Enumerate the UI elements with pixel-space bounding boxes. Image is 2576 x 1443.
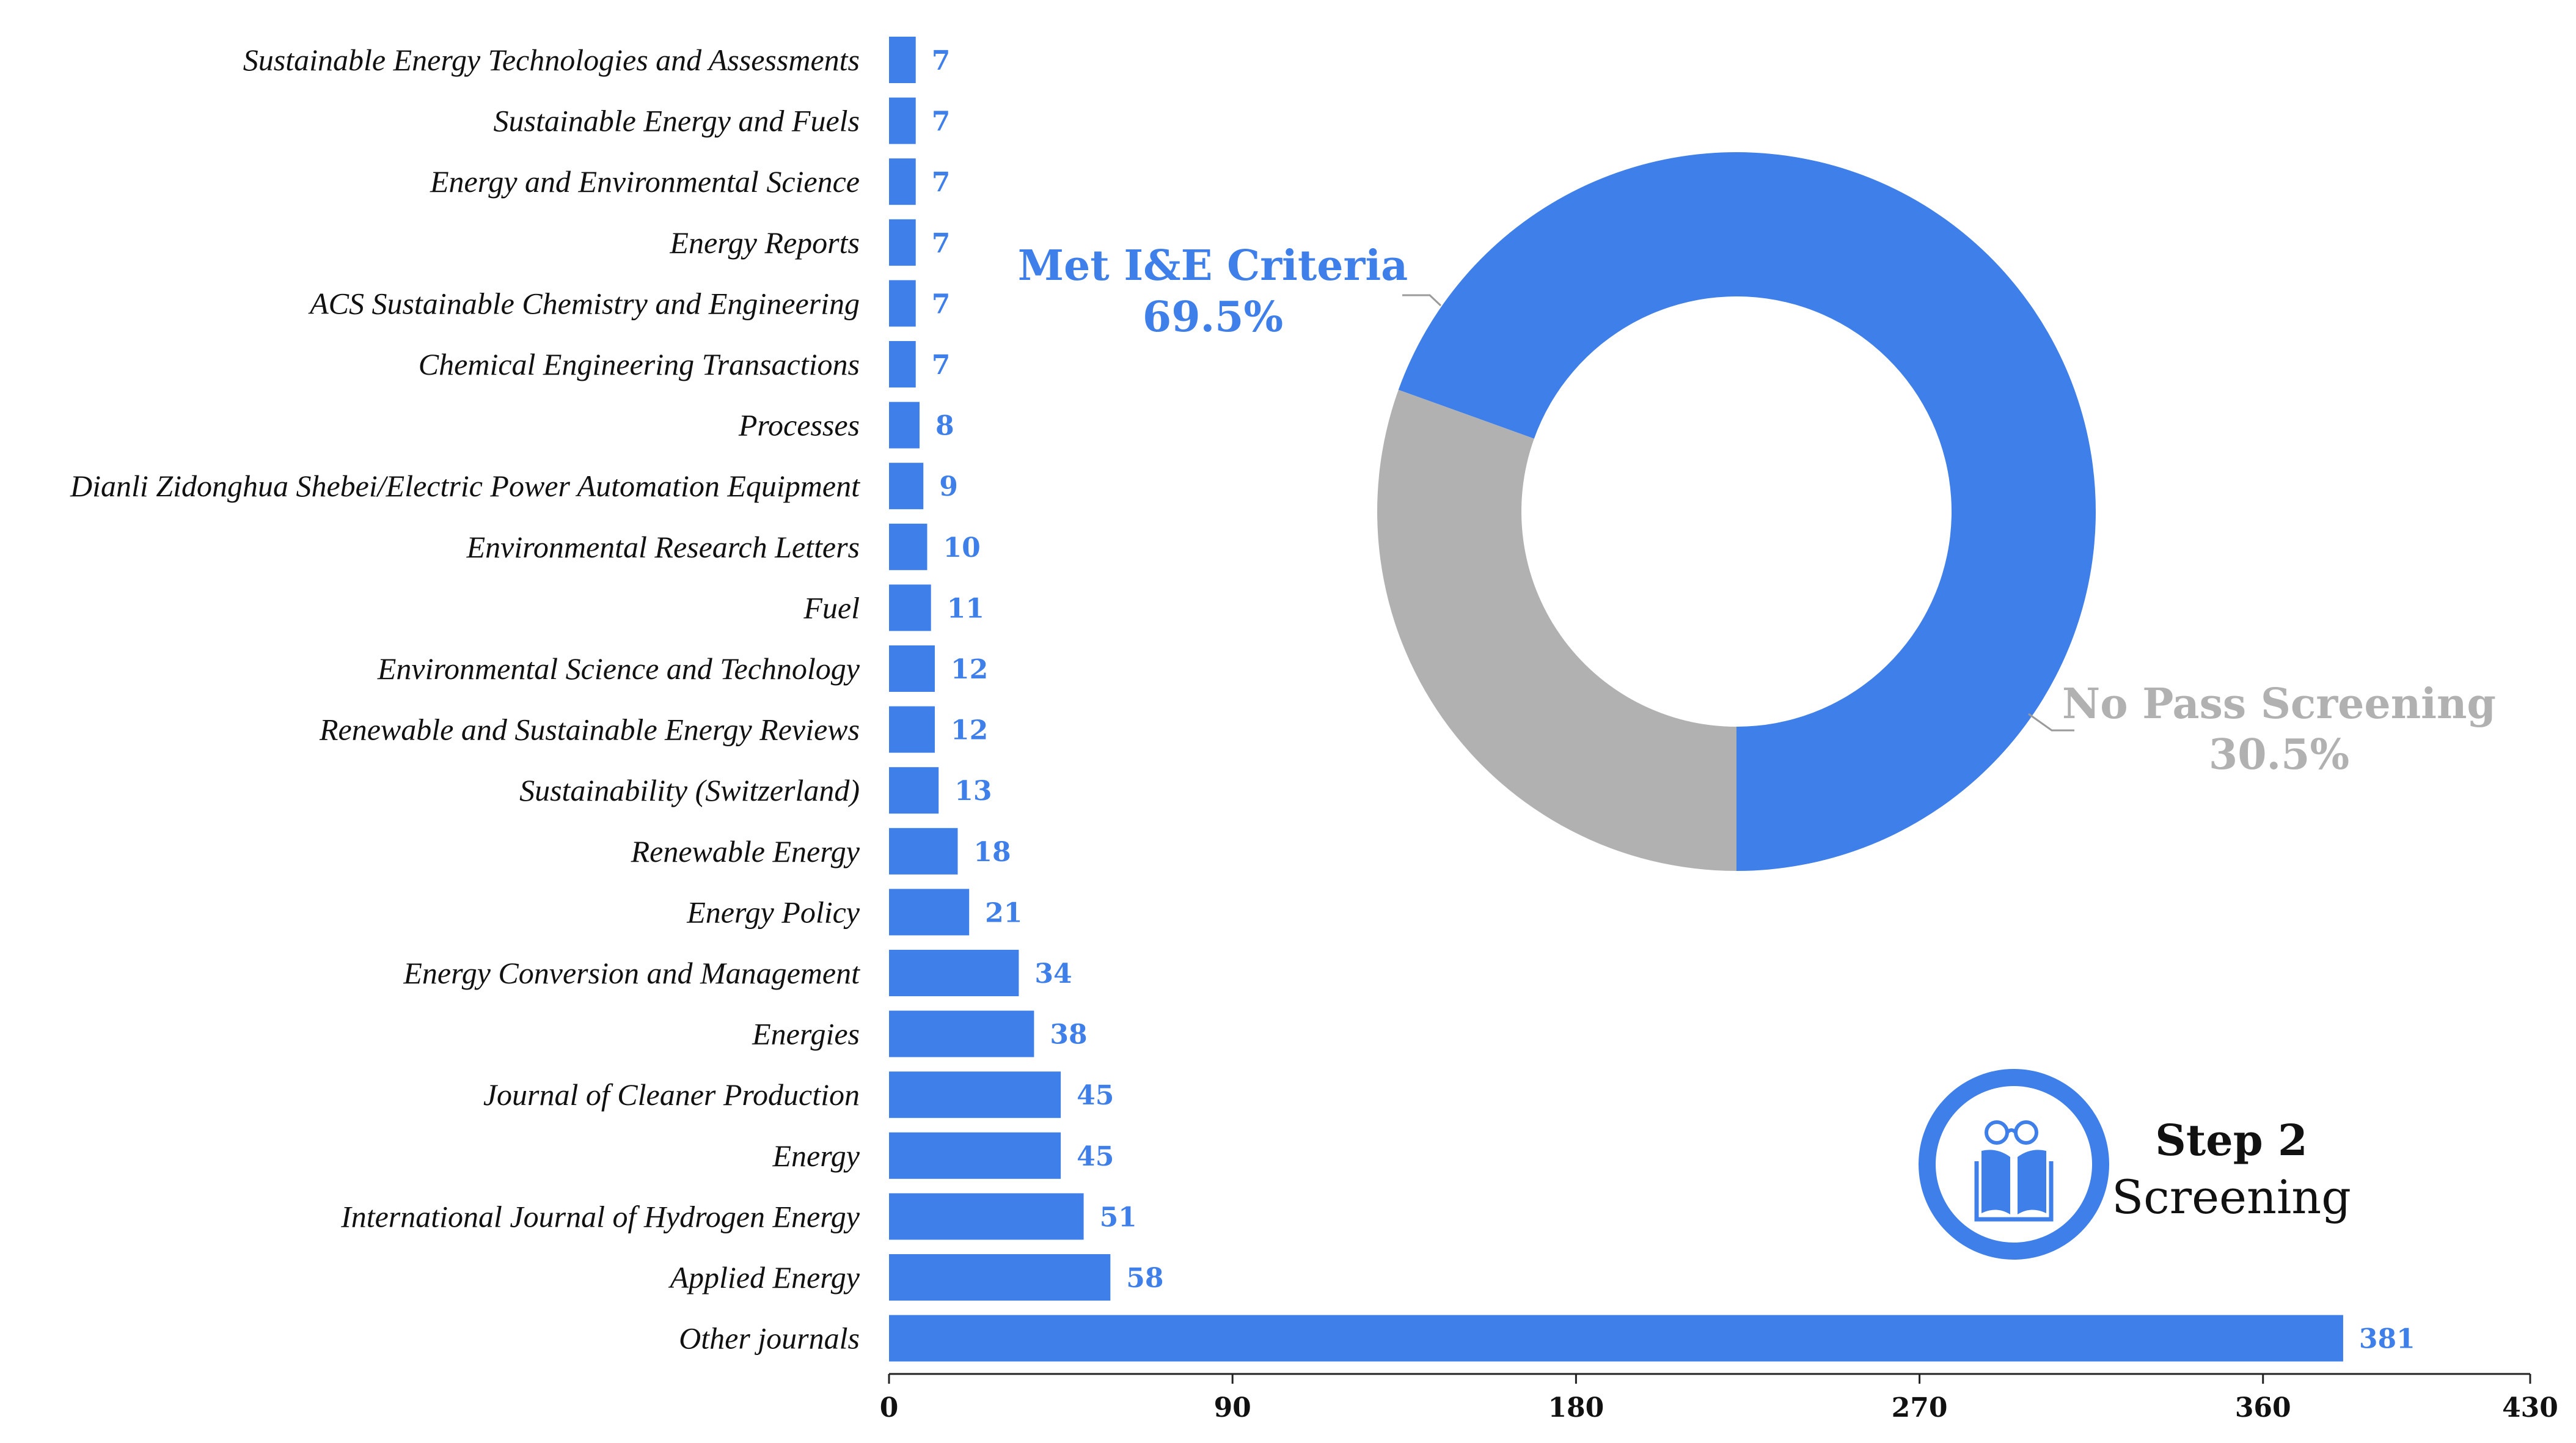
category-label: Environmental Research Letters bbox=[466, 530, 860, 564]
bar bbox=[889, 1254, 1111, 1301]
bar bbox=[889, 1315, 2343, 1362]
badge-title: Step 2 bbox=[2155, 1115, 2307, 1166]
bars bbox=[889, 37, 2343, 1362]
value-label: 18 bbox=[973, 837, 1011, 868]
category-label: Fuel bbox=[803, 590, 860, 625]
value-label: 11 bbox=[947, 593, 984, 624]
step-badge: Step 2 Screening bbox=[1919, 1069, 2351, 1260]
value-label: 45 bbox=[1077, 1141, 1114, 1172]
category-label: Renewable and Sustainable Energy Reviews bbox=[319, 713, 860, 747]
met-leader-line bbox=[1402, 294, 1442, 307]
category-label: Energy Conversion and Management bbox=[403, 956, 860, 990]
category-label: Energy and Environmental Science bbox=[430, 164, 860, 199]
value-label: 7 bbox=[932, 45, 951, 76]
nopass-leader-line bbox=[2028, 713, 2074, 732]
category-label: Energy Policy bbox=[686, 895, 860, 929]
category-label: Dianli Zidonghua Shebei/Electric Power A… bbox=[70, 469, 860, 503]
value-label: 7 bbox=[932, 288, 951, 320]
value-label: 45 bbox=[1077, 1080, 1114, 1111]
bar bbox=[889, 1132, 1061, 1179]
value-labels: 7 7 7 7 7 7 8 9 10 11 12 12 13 18 21 34 38 45 45 51 58 381 bbox=[932, 45, 2415, 1355]
bar bbox=[889, 706, 935, 753]
category-label: Renewable Energy bbox=[631, 834, 860, 868]
value-label: 10 bbox=[943, 532, 980, 564]
value-label: 12 bbox=[951, 715, 988, 746]
category-label: Applied Energy bbox=[668, 1260, 860, 1294]
category-label: Sustainability (Switzerland) bbox=[519, 773, 860, 807]
category-label: Environmental Science and Technology bbox=[377, 652, 860, 686]
bar bbox=[889, 889, 970, 936]
bar bbox=[889, 828, 958, 875]
value-label: 21 bbox=[985, 897, 1022, 928]
x-tick-label: 270 bbox=[1892, 1392, 1948, 1423]
x-tick-label: 430 bbox=[2502, 1392, 2558, 1423]
bar bbox=[889, 767, 939, 814]
value-label: 51 bbox=[1100, 1202, 1137, 1233]
donut-slice bbox=[1377, 389, 1736, 871]
category-label: Sustainable Energy Technologies and Asse… bbox=[243, 43, 860, 77]
bar bbox=[889, 584, 931, 631]
value-label: 7 bbox=[932, 106, 951, 138]
value-label: 9 bbox=[939, 471, 958, 502]
met-slice-percent: 69.5% bbox=[1143, 293, 1283, 342]
category-label: Other journals bbox=[679, 1321, 860, 1356]
bar bbox=[889, 341, 916, 387]
x-tick-label: 180 bbox=[1548, 1392, 1604, 1423]
nopass-slice-name: No Pass Screening bbox=[2062, 680, 2496, 729]
x-tick-label: 0 bbox=[880, 1392, 899, 1423]
value-label: 13 bbox=[954, 776, 992, 807]
category-label: Energy bbox=[772, 1139, 860, 1173]
met-slice-name: Met I&E Criteria bbox=[1018, 241, 1408, 290]
journal-bar-chart: Sustainable Energy Technologies and Asse… bbox=[70, 37, 2558, 1423]
category-label: Energies bbox=[752, 1017, 860, 1051]
bar bbox=[889, 158, 916, 205]
category-label: Chemical Engineering Transactions bbox=[419, 347, 860, 381]
value-label: 7 bbox=[932, 228, 951, 259]
bar bbox=[889, 1010, 1034, 1057]
donut-slice bbox=[1398, 152, 2096, 871]
value-label: 34 bbox=[1034, 958, 1072, 990]
screening-donut-chart: Met I&E Criteria 69.5% No Pass Screening… bbox=[1018, 152, 2496, 871]
category-label: Journal of Cleaner Production bbox=[483, 1078, 860, 1112]
nopass-slice-percent: 30.5% bbox=[2209, 730, 2349, 779]
x-axis-ticks: 0 90 180 270 360 430 bbox=[880, 1374, 2558, 1423]
category-label: Sustainable Energy and Fuels bbox=[494, 104, 860, 138]
value-label: 381 bbox=[2359, 1324, 2415, 1355]
bar bbox=[889, 219, 916, 266]
badge-ring bbox=[1919, 1069, 2109, 1260]
category-labels: Sustainable Energy Technologies and Asse… bbox=[70, 43, 860, 1356]
bar bbox=[889, 97, 916, 144]
donut-slices bbox=[1377, 152, 2096, 871]
open-book-with-glasses-icon bbox=[1974, 1120, 2054, 1222]
bar bbox=[889, 280, 916, 327]
bar bbox=[889, 37, 916, 83]
x-tick-label: 360 bbox=[2235, 1392, 2291, 1423]
category-label: Energy Reports bbox=[669, 226, 860, 260]
value-label: 38 bbox=[1050, 1019, 1087, 1051]
category-label: International Journal of Hydrogen Energy bbox=[340, 1199, 860, 1233]
bar bbox=[889, 645, 935, 692]
value-label: 58 bbox=[1126, 1263, 1163, 1294]
value-label: 7 bbox=[932, 167, 951, 198]
value-label: 8 bbox=[935, 411, 954, 442]
bar bbox=[889, 1193, 1084, 1240]
x-tick-label: 90 bbox=[1214, 1392, 1251, 1423]
bar bbox=[889, 1071, 1061, 1118]
bar bbox=[889, 950, 1019, 996]
category-label: ACS Sustainable Chemistry and Engineerin… bbox=[308, 286, 860, 320]
bar bbox=[889, 402, 920, 449]
bar bbox=[889, 523, 928, 570]
category-label: Processes bbox=[738, 408, 860, 442]
bar bbox=[889, 463, 924, 510]
value-label: 7 bbox=[932, 350, 951, 381]
value-label: 12 bbox=[951, 654, 988, 685]
badge-subtitle: Screening bbox=[2112, 1170, 2351, 1224]
